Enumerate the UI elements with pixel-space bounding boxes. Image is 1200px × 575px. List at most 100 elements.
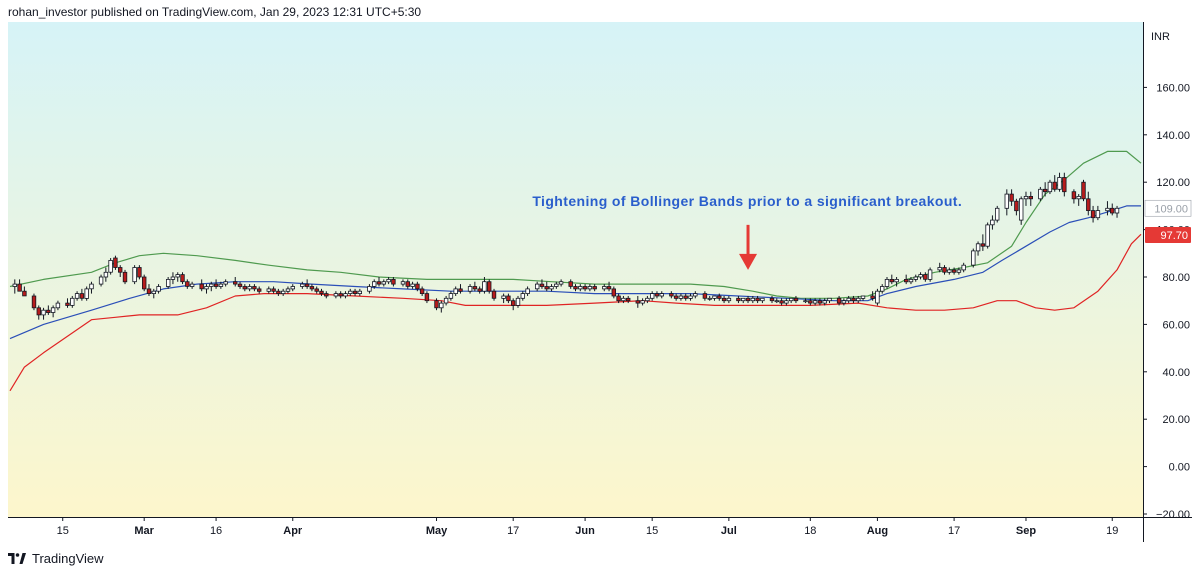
candle bbox=[817, 298, 823, 306]
candle bbox=[1038, 186, 1043, 202]
candle-body bbox=[22, 290, 27, 297]
candle bbox=[232, 277, 238, 287]
candle bbox=[348, 288, 353, 296]
candle-body bbox=[659, 293, 664, 297]
y-tick-label: 0.00 bbox=[1169, 462, 1190, 474]
candle bbox=[146, 284, 152, 296]
candle-body bbox=[995, 207, 1000, 221]
candles bbox=[12, 172, 1120, 320]
candle bbox=[276, 288, 281, 296]
candle-body bbox=[405, 281, 410, 287]
candle bbox=[951, 267, 957, 275]
candle bbox=[908, 277, 914, 285]
candle bbox=[218, 281, 224, 289]
candle bbox=[1062, 172, 1067, 197]
candle-body bbox=[381, 281, 386, 285]
y-tick-label: 20.00 bbox=[1162, 414, 1190, 426]
candle-body bbox=[506, 295, 511, 302]
candle-body bbox=[285, 288, 291, 292]
candle-body bbox=[650, 293, 655, 299]
candle-body bbox=[558, 281, 564, 285]
candle bbox=[635, 295, 640, 308]
candle bbox=[271, 286, 276, 294]
candle bbox=[841, 298, 847, 306]
candle-body bbox=[587, 286, 593, 290]
candle bbox=[904, 274, 909, 285]
candle-body bbox=[1047, 181, 1053, 193]
candle-body bbox=[817, 300, 823, 304]
candle-body bbox=[923, 274, 928, 280]
candle bbox=[1057, 172, 1062, 192]
candle bbox=[180, 272, 185, 285]
candle-body bbox=[971, 250, 976, 266]
candle-body bbox=[741, 297, 746, 302]
candle bbox=[12, 279, 17, 294]
candle bbox=[486, 279, 492, 294]
y-tick-label: 40.00 bbox=[1162, 367, 1190, 379]
candle-body bbox=[717, 295, 722, 299]
candle-body bbox=[582, 286, 588, 290]
candle bbox=[467, 284, 473, 294]
candle-body bbox=[271, 288, 276, 292]
candle-body bbox=[1090, 210, 1096, 219]
candle bbox=[1023, 191, 1029, 206]
x-tick-label: Jun bbox=[575, 525, 595, 537]
candle bbox=[568, 279, 573, 289]
candle-body bbox=[755, 297, 760, 302]
candle-body bbox=[448, 293, 454, 299]
candle-body bbox=[726, 297, 732, 302]
candle-body bbox=[904, 278, 909, 283]
candle bbox=[185, 279, 190, 289]
candle-body bbox=[568, 281, 573, 287]
candle bbox=[856, 295, 861, 304]
candle bbox=[927, 267, 933, 282]
candle-body bbox=[170, 276, 176, 280]
candle-body bbox=[640, 300, 645, 304]
candle bbox=[779, 298, 784, 306]
candle bbox=[199, 279, 204, 292]
candle-body bbox=[74, 293, 80, 299]
candle-body bbox=[880, 286, 885, 292]
candle bbox=[942, 265, 947, 275]
candle bbox=[280, 288, 286, 296]
candle-body bbox=[1095, 210, 1101, 219]
candle bbox=[860, 295, 866, 301]
candle-body bbox=[827, 297, 832, 302]
candle-body bbox=[1110, 207, 1115, 214]
x-tick-label: 18 bbox=[804, 525, 816, 537]
candle-body bbox=[50, 307, 56, 313]
candle bbox=[314, 286, 319, 294]
candle bbox=[36, 305, 41, 320]
candle bbox=[587, 284, 593, 292]
candle bbox=[55, 300, 61, 311]
candlestick-chart[interactable]: Tightening of Bollinger Bands prior to a… bbox=[8, 22, 1192, 542]
candle-body bbox=[520, 293, 525, 299]
candle-body bbox=[309, 286, 315, 290]
candle-body bbox=[304, 283, 310, 287]
candle bbox=[535, 281, 540, 292]
candle-body bbox=[118, 267, 123, 273]
candle-body bbox=[419, 288, 425, 294]
candle-body bbox=[491, 290, 497, 299]
candle-body bbox=[209, 283, 214, 287]
candle-body bbox=[156, 286, 161, 292]
candle bbox=[544, 281, 549, 292]
candle-body bbox=[348, 290, 353, 295]
x-tick-label: Jul bbox=[721, 525, 737, 537]
candle-body bbox=[31, 295, 37, 309]
candle bbox=[141, 274, 147, 292]
candle bbox=[606, 281, 612, 292]
candle-body bbox=[237, 283, 243, 287]
candle-body bbox=[180, 274, 185, 283]
candle-body bbox=[247, 286, 252, 290]
annotation-text: Tightening of Bollinger Bands prior to a… bbox=[532, 193, 962, 209]
candle-body bbox=[870, 295, 875, 299]
candle-body bbox=[980, 243, 986, 247]
candle bbox=[626, 295, 631, 304]
candle bbox=[319, 288, 324, 296]
candle bbox=[961, 262, 966, 273]
candle bbox=[803, 298, 808, 304]
candle-body bbox=[213, 283, 219, 287]
y-tick-label: 160.00 bbox=[1156, 82, 1190, 94]
candle bbox=[357, 288, 362, 296]
